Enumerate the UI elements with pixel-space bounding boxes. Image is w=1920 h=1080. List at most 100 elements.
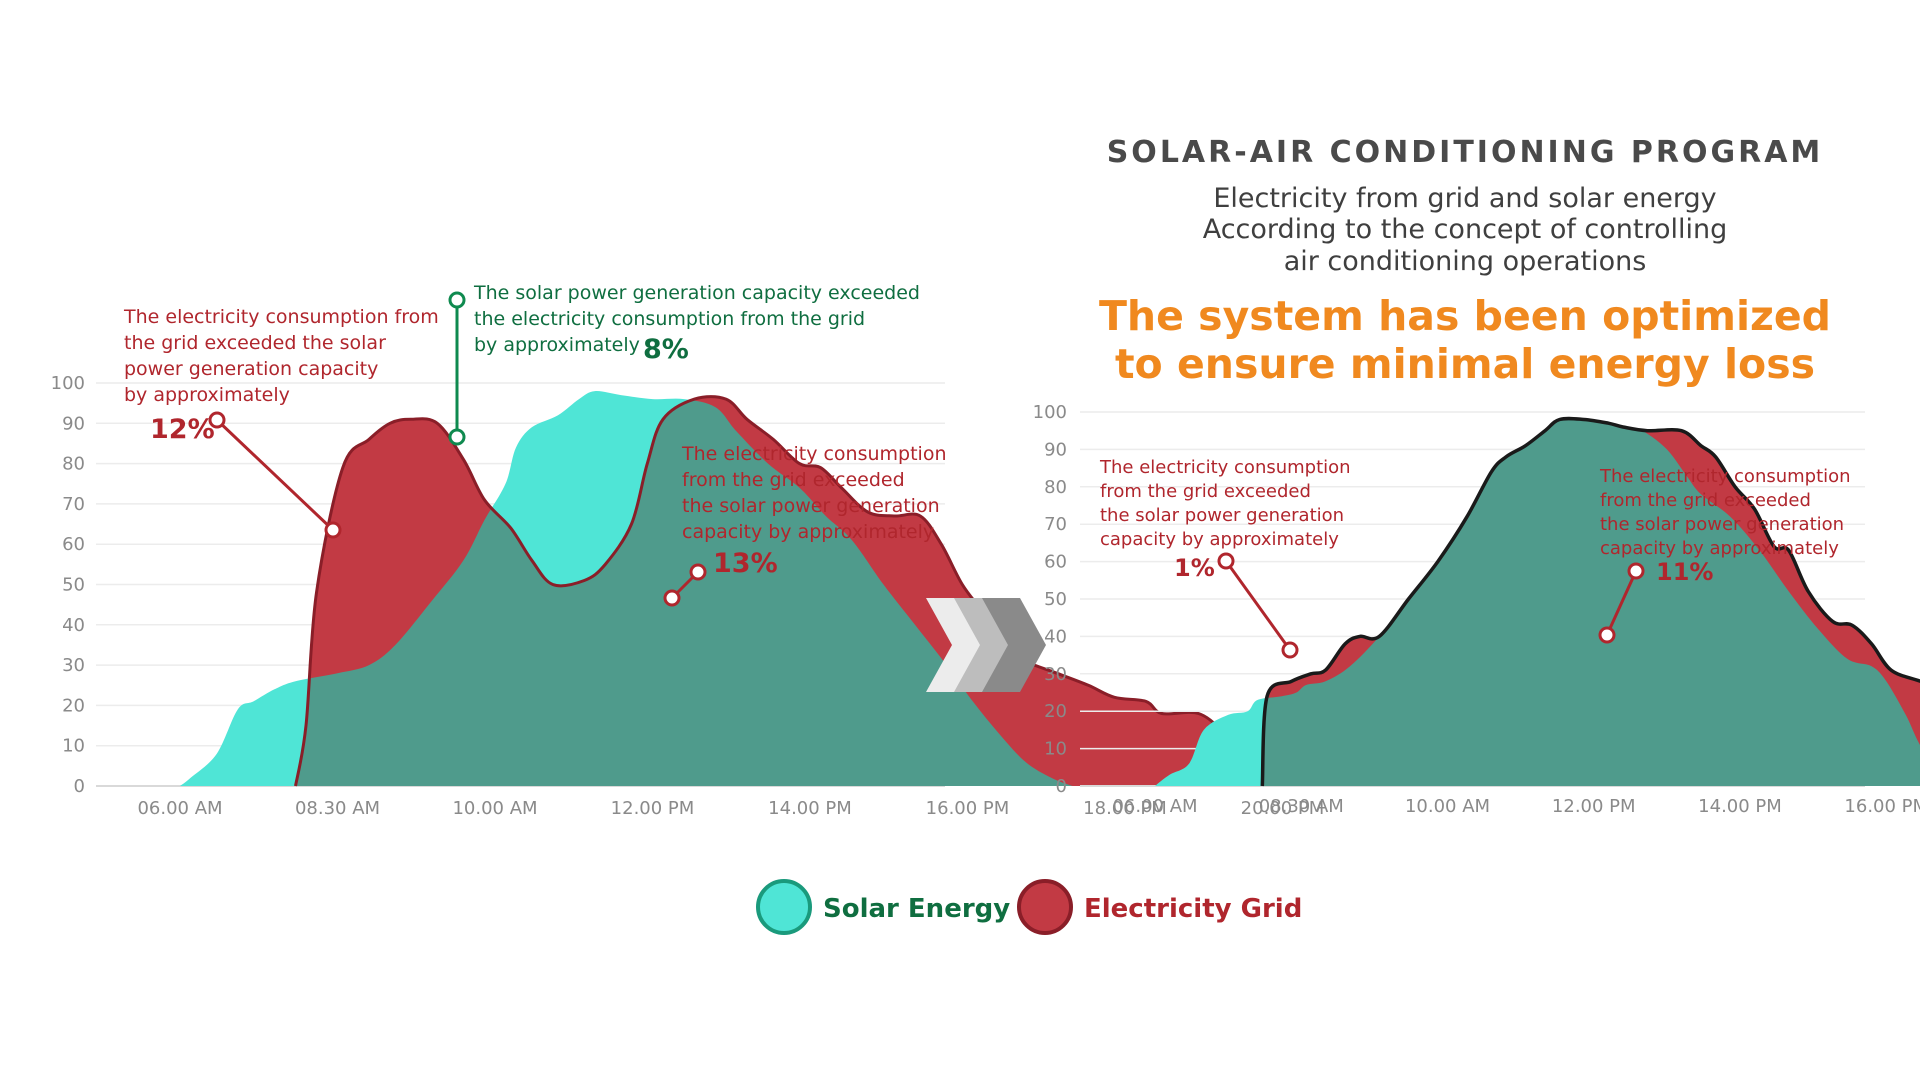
- y-tick-label: 20: [62, 695, 85, 716]
- annotation-value: 8%: [643, 334, 689, 365]
- annotation-value: 13%: [713, 548, 778, 579]
- headline-line-1: The system has been optimized: [1099, 292, 1831, 340]
- chart-after-grid-line: [1260, 416, 1920, 787]
- y-tick-label: 90: [62, 413, 85, 434]
- annotation-text: The electricity consumption: [681, 443, 947, 465]
- annotation-value: 1%: [1174, 554, 1215, 582]
- subtitle-line-3: air conditioning operations: [1284, 246, 1647, 277]
- y-tick-label: 30: [62, 655, 85, 676]
- legend-solar-swatch: [756, 879, 812, 935]
- annotation-text: from the grid exceeded: [682, 469, 905, 491]
- annotation-text: capacity by approximately: [682, 521, 934, 543]
- x-tick-label: 16.00 PM: [1844, 796, 1920, 817]
- annotation-marker: [208, 411, 226, 429]
- annotation-text: from the grid exceeded: [1600, 490, 1811, 511]
- y-tick-label: 100: [1033, 402, 1067, 423]
- x-tick-label: 14.00 PM: [768, 798, 852, 819]
- x-tick-label: 08.30 AM: [295, 798, 380, 819]
- annotation-text: the grid exceeded the solar: [124, 332, 386, 354]
- y-tick-label: 80: [62, 454, 85, 475]
- annotation-text: The electricity consumption from: [123, 306, 439, 328]
- y-tick-label: 60: [1044, 552, 1067, 573]
- x-tick-label: 06.00 AM: [1112, 796, 1197, 817]
- annotation-marker: [448, 291, 466, 309]
- y-tick-label: 10: [1044, 739, 1067, 760]
- page-title: SOLAR-AIR CONDITIONING PROGRAM: [1107, 135, 1824, 170]
- annotation-text: The electricity consumption: [1099, 457, 1351, 478]
- y-tick-label: 100: [51, 373, 85, 394]
- annotation-text: the solar power generation: [682, 495, 940, 517]
- annotation-marker: [1598, 626, 1616, 644]
- y-tick-label: 0: [74, 776, 85, 797]
- header: SOLAR-AIR CONDITIONING PROGRAM Electrici…: [1099, 135, 1831, 388]
- chevron-dark-icon: [982, 598, 1046, 692]
- y-tick-label: 50: [62, 575, 85, 596]
- chart-before-annotation-2: The solar power generation capacity exce…: [448, 282, 920, 446]
- headline-line-2: to ensure minimal energy loss: [1115, 340, 1815, 388]
- subtitle-line-1: Electricity from grid and solar energy: [1213, 183, 1716, 214]
- annotation-marker: [1217, 552, 1235, 570]
- chart-after-annotation-1: The electricity consumption from the gri…: [1099, 457, 1351, 659]
- y-tick-label: 90: [1044, 439, 1067, 460]
- chart-before-x-axis: 06.00 AM 08.30 AM 10.00 AM 12.00 PM 14.00 PM…: [137, 798, 1324, 819]
- y-tick-label: 10: [62, 736, 85, 757]
- y-tick-label: 70: [1044, 514, 1067, 535]
- chart-before-y-axis: 0 10 20 30 40 50 60 70 80 90 100: [51, 373, 85, 797]
- subtitle-line-2: According to the concept of controlling: [1203, 214, 1728, 245]
- annotation-marker: [663, 589, 681, 607]
- legend: Solar Energy Electricity Grid: [756, 879, 1302, 935]
- legend-grid-swatch: [1017, 879, 1073, 935]
- y-tick-label: 70: [62, 494, 85, 515]
- annotation-text: the electricity consumption from the gri…: [474, 308, 865, 330]
- x-tick-label: 14.00 PM: [1698, 796, 1782, 817]
- y-tick-label: 60: [62, 534, 85, 555]
- y-tick-label: 0: [1056, 776, 1067, 797]
- annotation-leader: [1605, 570, 1638, 636]
- x-tick-label: 06.00 AM: [137, 798, 222, 819]
- annotation-text: power generation capacity: [124, 358, 378, 380]
- annotation-text: by approximately: [474, 334, 640, 356]
- x-tick-label: 08.30 AM: [1259, 796, 1344, 817]
- annotation-marker: [448, 428, 466, 446]
- chart-before-annotation-1: The electricity consumption from the gri…: [123, 306, 439, 539]
- x-tick-label: 16.00 PM: [926, 798, 1010, 819]
- x-tick-label: 12.00 PM: [1552, 796, 1636, 817]
- annotation-text: the solar power generation: [1600, 514, 1844, 535]
- chart-after-annotation-2: The electricity consumption from the gri…: [1598, 466, 1851, 644]
- annotation-text: The electricity consumption: [1599, 466, 1851, 487]
- annotation-value: 12%: [150, 414, 215, 445]
- x-tick-label: 10.00 AM: [1405, 796, 1490, 817]
- annotation-marker: [324, 521, 342, 539]
- annotation-text: The solar power generation capacity exce…: [473, 282, 920, 304]
- legend-grid-label: Electricity Grid: [1084, 894, 1302, 924]
- annotation-marker: [1627, 562, 1645, 580]
- transition-arrows: [926, 598, 1046, 692]
- chart-before-annotation-3: The electricity consumption from the gri…: [663, 443, 947, 607]
- y-tick-label: 80: [1044, 477, 1067, 498]
- y-tick-label: 40: [1044, 626, 1067, 647]
- x-tick-label: 18.00 PM: [1083, 798, 1167, 819]
- annotation-text: by approximately: [124, 384, 290, 406]
- chart-after-y-axis: 0 10 20 30 40 50 60 70 80 90 100: [1033, 402, 1067, 797]
- annotation-marker: [689, 563, 707, 581]
- x-tick-label: 20.00 PM: [1241, 798, 1325, 819]
- annotation-leader: [215, 418, 335, 532]
- x-tick-label: 12.00 PM: [611, 798, 695, 819]
- y-tick-label: 20: [1044, 701, 1067, 722]
- x-tick-label: 10.00 AM: [452, 798, 537, 819]
- annotation-text: capacity by approximately: [1100, 529, 1339, 550]
- annotation-text: capacity by approximately: [1600, 538, 1839, 559]
- annotation-value: 11%: [1656, 558, 1713, 586]
- chart-after: 0 10 20 30 40 50 60 70 80 90 100 06.00 AM 08.30 AM 1…: [1033, 402, 1920, 817]
- y-tick-label: 50: [1044, 589, 1067, 610]
- chart-before-grid-line: [294, 395, 1269, 787]
- y-tick-label: 30: [1044, 664, 1067, 685]
- annotation-marker: [1281, 641, 1299, 659]
- chart-after-x-axis: 06.00 AM 08.30 AM 10.00 AM 12.00 PM 14.00 PM…: [1112, 796, 1920, 817]
- annotation-text: the solar power generation: [1100, 505, 1344, 526]
- annotation-leader: [1224, 560, 1292, 651]
- legend-solar-label: Solar Energy: [823, 894, 1010, 924]
- annotation-text: from the grid exceeded: [1100, 481, 1311, 502]
